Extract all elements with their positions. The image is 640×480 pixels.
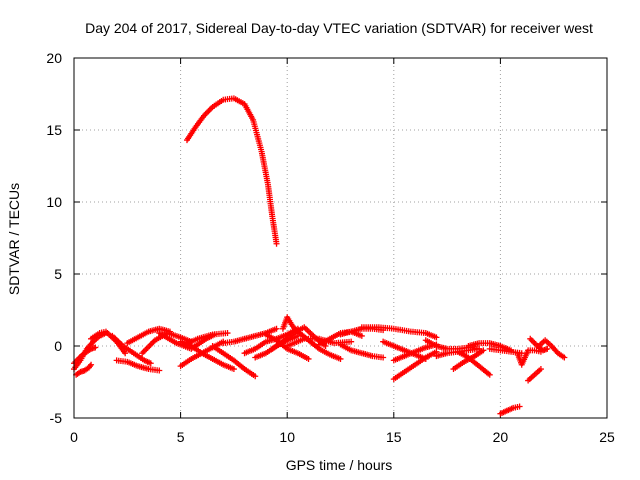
data-point	[480, 347, 487, 354]
data-point	[206, 106, 213, 113]
data-point	[88, 361, 95, 368]
data-point	[273, 240, 280, 247]
x-tick-label: 10	[279, 429, 295, 445]
data-series-arc-3	[73, 361, 95, 378]
data-point	[147, 341, 154, 348]
x-tick-label: 0	[70, 429, 78, 445]
data-point	[205, 108, 212, 115]
y-tick-label: 20	[46, 50, 62, 66]
data-series-arc-7	[124, 325, 173, 347]
data-point	[144, 344, 151, 351]
y-tick-label: 0	[54, 338, 62, 354]
grid-lines	[74, 58, 607, 418]
y-tick-label: -5	[50, 410, 63, 426]
data-point	[252, 373, 259, 380]
y-tick-label: 5	[54, 266, 62, 282]
data-point	[156, 367, 163, 374]
y-axis-label: SDTVAR / TECUs	[6, 183, 22, 295]
data-point	[433, 334, 440, 341]
data-series-arc-40	[535, 337, 568, 361]
data-series-arc-19	[269, 324, 329, 352]
x-tick-label: 5	[177, 429, 185, 445]
data-point	[528, 337, 535, 344]
data-series-arc-20	[279, 314, 301, 337]
data-series-arc-6	[113, 357, 163, 374]
data-series-arc-33	[450, 347, 487, 373]
data-point	[348, 338, 355, 345]
chart-title: Day 204 of 2017, Sidereal Day-to-day VTE…	[85, 20, 593, 36]
plot-frame	[73, 57, 608, 419]
data-point	[149, 340, 156, 347]
data-series-arc-38	[525, 366, 544, 384]
data-point	[140, 348, 147, 355]
data-series-arc-36	[497, 403, 523, 417]
data-point	[527, 335, 534, 342]
data-point	[146, 343, 153, 349]
data-point	[122, 350, 129, 357]
data-series-arc-11	[183, 95, 280, 247]
data-point	[305, 355, 312, 362]
data-point	[92, 344, 99, 351]
data-point	[530, 338, 537, 345]
data-point	[380, 354, 387, 361]
data-point	[544, 345, 551, 352]
data-point	[230, 366, 237, 373]
axis-ticks: 0 5 10 15 20 25 -5 0 5 10 15 20	[46, 50, 615, 445]
data-point	[224, 330, 231, 337]
data-point	[147, 360, 154, 367]
x-tick-label: 15	[386, 429, 402, 445]
data-series-arc-25	[337, 341, 387, 361]
data-point	[531, 340, 538, 347]
data-series-arc-5	[109, 332, 154, 367]
data-series-arc-14	[209, 343, 259, 380]
data-point	[516, 403, 523, 410]
data-point	[142, 347, 149, 354]
data-point	[322, 343, 329, 349]
data-point	[358, 332, 365, 339]
x-tick-label: 25	[599, 429, 615, 445]
data-series-arc-22	[294, 328, 344, 362]
data-point	[486, 371, 493, 378]
data-point	[203, 109, 210, 116]
data-point	[337, 355, 344, 362]
x-axis-label: GPS time / hours	[286, 457, 393, 473]
data-series-arc-32	[454, 348, 493, 378]
data-point	[561, 354, 568, 361]
y-tick-label: 15	[46, 122, 62, 138]
data-point	[273, 325, 280, 332]
y-tick-label: 10	[46, 194, 62, 210]
data-series-arc-28	[390, 341, 440, 364]
data-points	[71, 95, 568, 417]
data-series-arc-39	[527, 335, 551, 354]
data-point	[143, 345, 150, 352]
data-series-arc-26	[358, 324, 440, 341]
x-tick-label: 20	[493, 429, 509, 445]
data-point	[537, 366, 544, 373]
data-series-arc-37	[514, 347, 544, 368]
data-series-arc-29	[390, 348, 440, 383]
